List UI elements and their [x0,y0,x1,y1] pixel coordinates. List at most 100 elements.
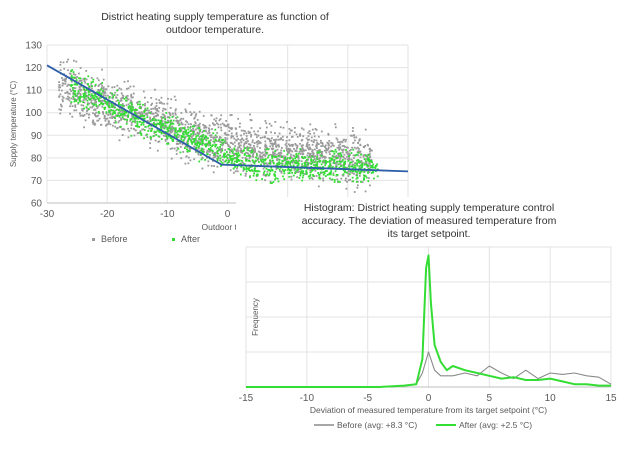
series-after-point [70,79,73,82]
series-before-point [193,145,196,148]
series-after-point [294,157,296,160]
series-before-point [311,128,314,131]
series-before-point [207,164,210,167]
series-after-point [272,161,275,164]
series-after-point [73,90,76,93]
series-after-point [363,179,365,181]
series-before-point [130,122,133,124]
series-before-point [236,135,238,138]
series-after-point [186,148,188,151]
series-after-point [245,158,247,161]
series-before-point [88,113,91,116]
series-before-point [274,142,277,145]
series-after-point [129,118,132,121]
legend-after-label: After (avg: +2.5 °C) [459,420,532,430]
series-before-point [120,118,122,121]
series-after-point [278,161,280,164]
series-before-point [286,121,288,123]
series-before-point [90,77,93,79]
series-after-point [212,150,214,153]
series-before-point [184,123,187,126]
series-after-point [78,97,81,100]
series-before-point [327,132,330,135]
series-before-point [131,113,133,116]
series-before-point [194,122,197,125]
series-before-point [204,125,207,127]
series-before-point [308,147,311,150]
series-after-point [296,164,299,167]
series-after-point [116,89,118,92]
series-before-point [296,144,299,147]
legend-before-marker [92,238,95,241]
series-after-point [231,150,233,153]
series-before-point [252,152,255,155]
series-after-point [263,170,266,173]
series-after-point [361,162,364,165]
series-before-point [102,111,104,113]
series-after-point [334,170,337,173]
series-before-point [208,150,210,153]
series-after-point [264,159,267,162]
series-after-point [275,177,277,180]
series-before-point [130,101,133,104]
series-before-point [245,135,248,137]
series-before-point [369,156,371,159]
series-after-point [315,164,318,167]
series-after-point [94,95,97,97]
series-after-point [149,136,152,138]
series-before-point [213,118,216,121]
series-after-point [100,96,103,99]
series-after-point [302,172,304,175]
series-after-point [300,171,303,174]
series-after-point [96,95,98,98]
y-tick-label: 110 [26,86,42,97]
series-before-point [344,140,347,143]
series-after-point [348,173,351,176]
series-before-point [273,139,275,141]
series-after-point [293,161,296,164]
series-after-point [312,175,315,177]
series-before-point [341,151,344,154]
series-after-point [113,110,116,113]
series-before-point [241,152,244,154]
series-after-point [192,138,195,140]
series-after-point [255,156,257,159]
series-after-point [147,125,150,128]
series-after-point [332,150,335,153]
series-before-point [230,149,233,152]
series-after-point [200,138,202,140]
series-before-point [73,109,76,112]
series-after-point [116,115,118,117]
series-after-point [364,175,367,177]
series-after-point [166,142,168,145]
series-after-point [340,155,343,158]
series-before-point [288,143,290,146]
series-before-point [100,124,102,126]
series-before-point [148,109,150,112]
series-after-point [245,155,248,157]
series-before-point [82,99,85,101]
series-before-point [221,144,224,147]
series-before-point [85,92,87,94]
series-before-point [102,94,105,97]
series-after-point [292,158,294,161]
series-after-point [160,121,162,124]
series-before-point [82,115,85,117]
series-before-point [266,126,268,129]
series-after-point [179,151,182,154]
series-after-point [73,100,76,103]
series-before-point [107,123,110,125]
series-before-point [61,95,64,98]
series-before-point [270,131,272,134]
series-before-point [352,163,355,166]
series-before-point [138,111,141,114]
series-after-point [271,182,273,185]
series-before-point [253,170,256,173]
series-after-point [290,160,293,162]
series-before-point [184,162,187,165]
series-before-point [323,162,326,164]
series-before-point [335,175,338,177]
series-before-point [150,104,153,106]
series-before-point [65,77,67,80]
series-before-point [122,97,125,99]
